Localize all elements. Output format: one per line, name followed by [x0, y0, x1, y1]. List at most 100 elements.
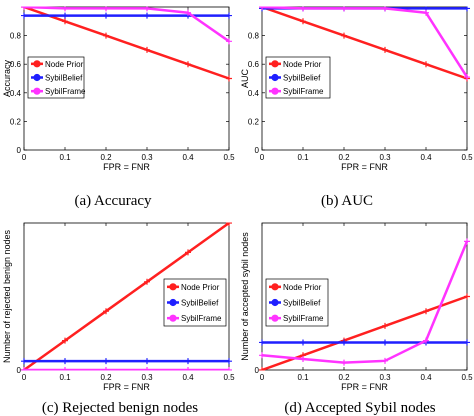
x-tick-label: 0.3: [141, 373, 153, 382]
data-point: [185, 9, 191, 16]
chart-panel-3: 0 0.1 0.2 0.3 0.4 0.5 0 FPR = FNR Number of reje…: [2, 222, 235, 416]
x-tick-label: 0.1: [59, 373, 71, 382]
x-tick-label: 0.4: [420, 373, 432, 382]
x-tick-label: 0: [22, 153, 27, 162]
data-point: [21, 6, 27, 10]
y-tick-label: 0: [255, 366, 260, 375]
legend-marker: [33, 60, 41, 68]
data-point: [226, 367, 232, 371]
x-tick-label: 0.2: [338, 373, 350, 382]
data-point: [144, 358, 150, 365]
legend-label: SybilFrame: [181, 314, 222, 323]
data-point: [185, 61, 191, 68]
series-sybilframe: [21, 6, 232, 45]
y-tick-label: 0.2: [248, 117, 260, 126]
y-axis-label: Number of rejected benign nodes: [2, 229, 12, 363]
x-axis-label: FPR = FNR: [103, 162, 150, 172]
data-point: [259, 367, 265, 371]
y-axis-label: AUC: [240, 69, 250, 89]
data-point: [341, 339, 347, 346]
series-line: [23, 222, 230, 371]
data-point: [185, 249, 191, 256]
x-tick-label: 0.4: [182, 373, 194, 382]
data-point: [300, 18, 306, 25]
subfigure-caption: (c) Rejected benign nodes: [42, 400, 198, 416]
x-tick-label: 0.5: [223, 153, 235, 162]
data-point: [103, 32, 109, 39]
data-point: [382, 6, 388, 12]
data-point: [62, 367, 68, 371]
series-sybilbelief: [21, 358, 232, 365]
legend-label: Node Prior: [45, 60, 84, 69]
data-point: [226, 358, 232, 365]
data-point: [464, 238, 470, 245]
legend-label: SybilBelief: [283, 74, 321, 83]
data-point: [144, 12, 150, 19]
series-line: [261, 6, 469, 78]
y-tick-label: 0.6: [10, 60, 22, 69]
legend-label: SybilBelief: [181, 299, 219, 308]
chart-panel-1: 0 0.1 0.2 0.3 0.4 0.5 0 0.2 0.4 0.6 0.8 FPR = FNR Ac…: [2, 6, 235, 209]
legend: Node Prior SybilBelief SybilFrame: [27, 56, 86, 99]
data-point: [185, 358, 191, 365]
series-line: [23, 6, 230, 80]
data-point: [341, 32, 347, 39]
data-point: [226, 222, 232, 226]
chart-panel-2: 0 0.1 0.2 0.3 0.4 0.5 0 0.2 0.4 0.6 0.8 FPR = FNR AU…: [240, 6, 473, 209]
data-point: [62, 18, 68, 25]
y-tick-label: 0.8: [10, 32, 22, 41]
series-sybilbelief: [259, 339, 470, 346]
x-tick-label: 0.5: [461, 153, 473, 162]
x-tick-label: 0: [260, 373, 265, 382]
data-point: [341, 359, 347, 366]
data-point: [144, 6, 150, 12]
x-tick-label: 0.4: [420, 153, 432, 162]
legend: Node Prior SybilBelief SybilFrame: [163, 278, 227, 327]
legend-marker: [271, 283, 279, 291]
y-tick-label: 0: [17, 366, 22, 375]
data-point: [300, 6, 306, 12]
data-point: [103, 6, 109, 12]
y-tick-label: 0.6: [248, 60, 260, 69]
data-point: [226, 12, 232, 19]
x-tick-label: 0.1: [297, 373, 309, 382]
data-point: [300, 339, 306, 346]
x-tick-label: 0.5: [461, 373, 473, 382]
legend-marker: [169, 283, 177, 291]
data-point: [382, 46, 388, 53]
chart-panel-4: 0 0.1 0.2 0.3 0.4 0.5 0 FPR = FNR Number of acce…: [240, 222, 473, 416]
y-tick-label: 0.4: [10, 89, 22, 98]
data-point: [185, 367, 191, 371]
legend-marker: [271, 87, 279, 95]
y-tick-label: 0.8: [248, 32, 260, 41]
legend-marker: [271, 314, 279, 322]
legend: Node Prior SybilBelief SybilFrame: [265, 56, 331, 99]
x-axis-label: FPR = FNR: [341, 162, 388, 172]
data-point: [341, 6, 347, 12]
x-tick-label: 0.3: [379, 373, 391, 382]
data-point: [62, 337, 68, 344]
data-point: [21, 367, 27, 371]
legend-marker: [169, 314, 177, 322]
data-point: [62, 12, 68, 19]
x-tick-label: 0.2: [338, 153, 350, 162]
x-tick-label: 0.1: [297, 153, 309, 162]
legend-label: SybilBelief: [45, 74, 83, 83]
x-tick-label: 0.2: [100, 373, 112, 382]
y-tick-label: 0.2: [10, 117, 22, 126]
x-tick-label: 0.5: [223, 373, 235, 382]
y-tick-label: 0: [255, 146, 260, 155]
data-point: [423, 61, 429, 68]
data-point: [382, 339, 388, 346]
legend-label: SybilBelief: [283, 299, 321, 308]
data-point: [423, 9, 429, 16]
legend-label: SybilFrame: [45, 87, 86, 96]
subfigure-caption: (a) Accuracy: [74, 193, 152, 209]
x-axis-label: FPR = FNR: [103, 382, 150, 392]
x-tick-label: 0.1: [59, 153, 71, 162]
legend-marker: [33, 73, 41, 82]
series-sybilframe: [259, 6, 470, 81]
x-tick-label: 0: [22, 373, 27, 382]
legend: Node Prior SybilBelief SybilFrame: [265, 278, 329, 327]
y-axis-label: Accuracy: [2, 59, 12, 97]
